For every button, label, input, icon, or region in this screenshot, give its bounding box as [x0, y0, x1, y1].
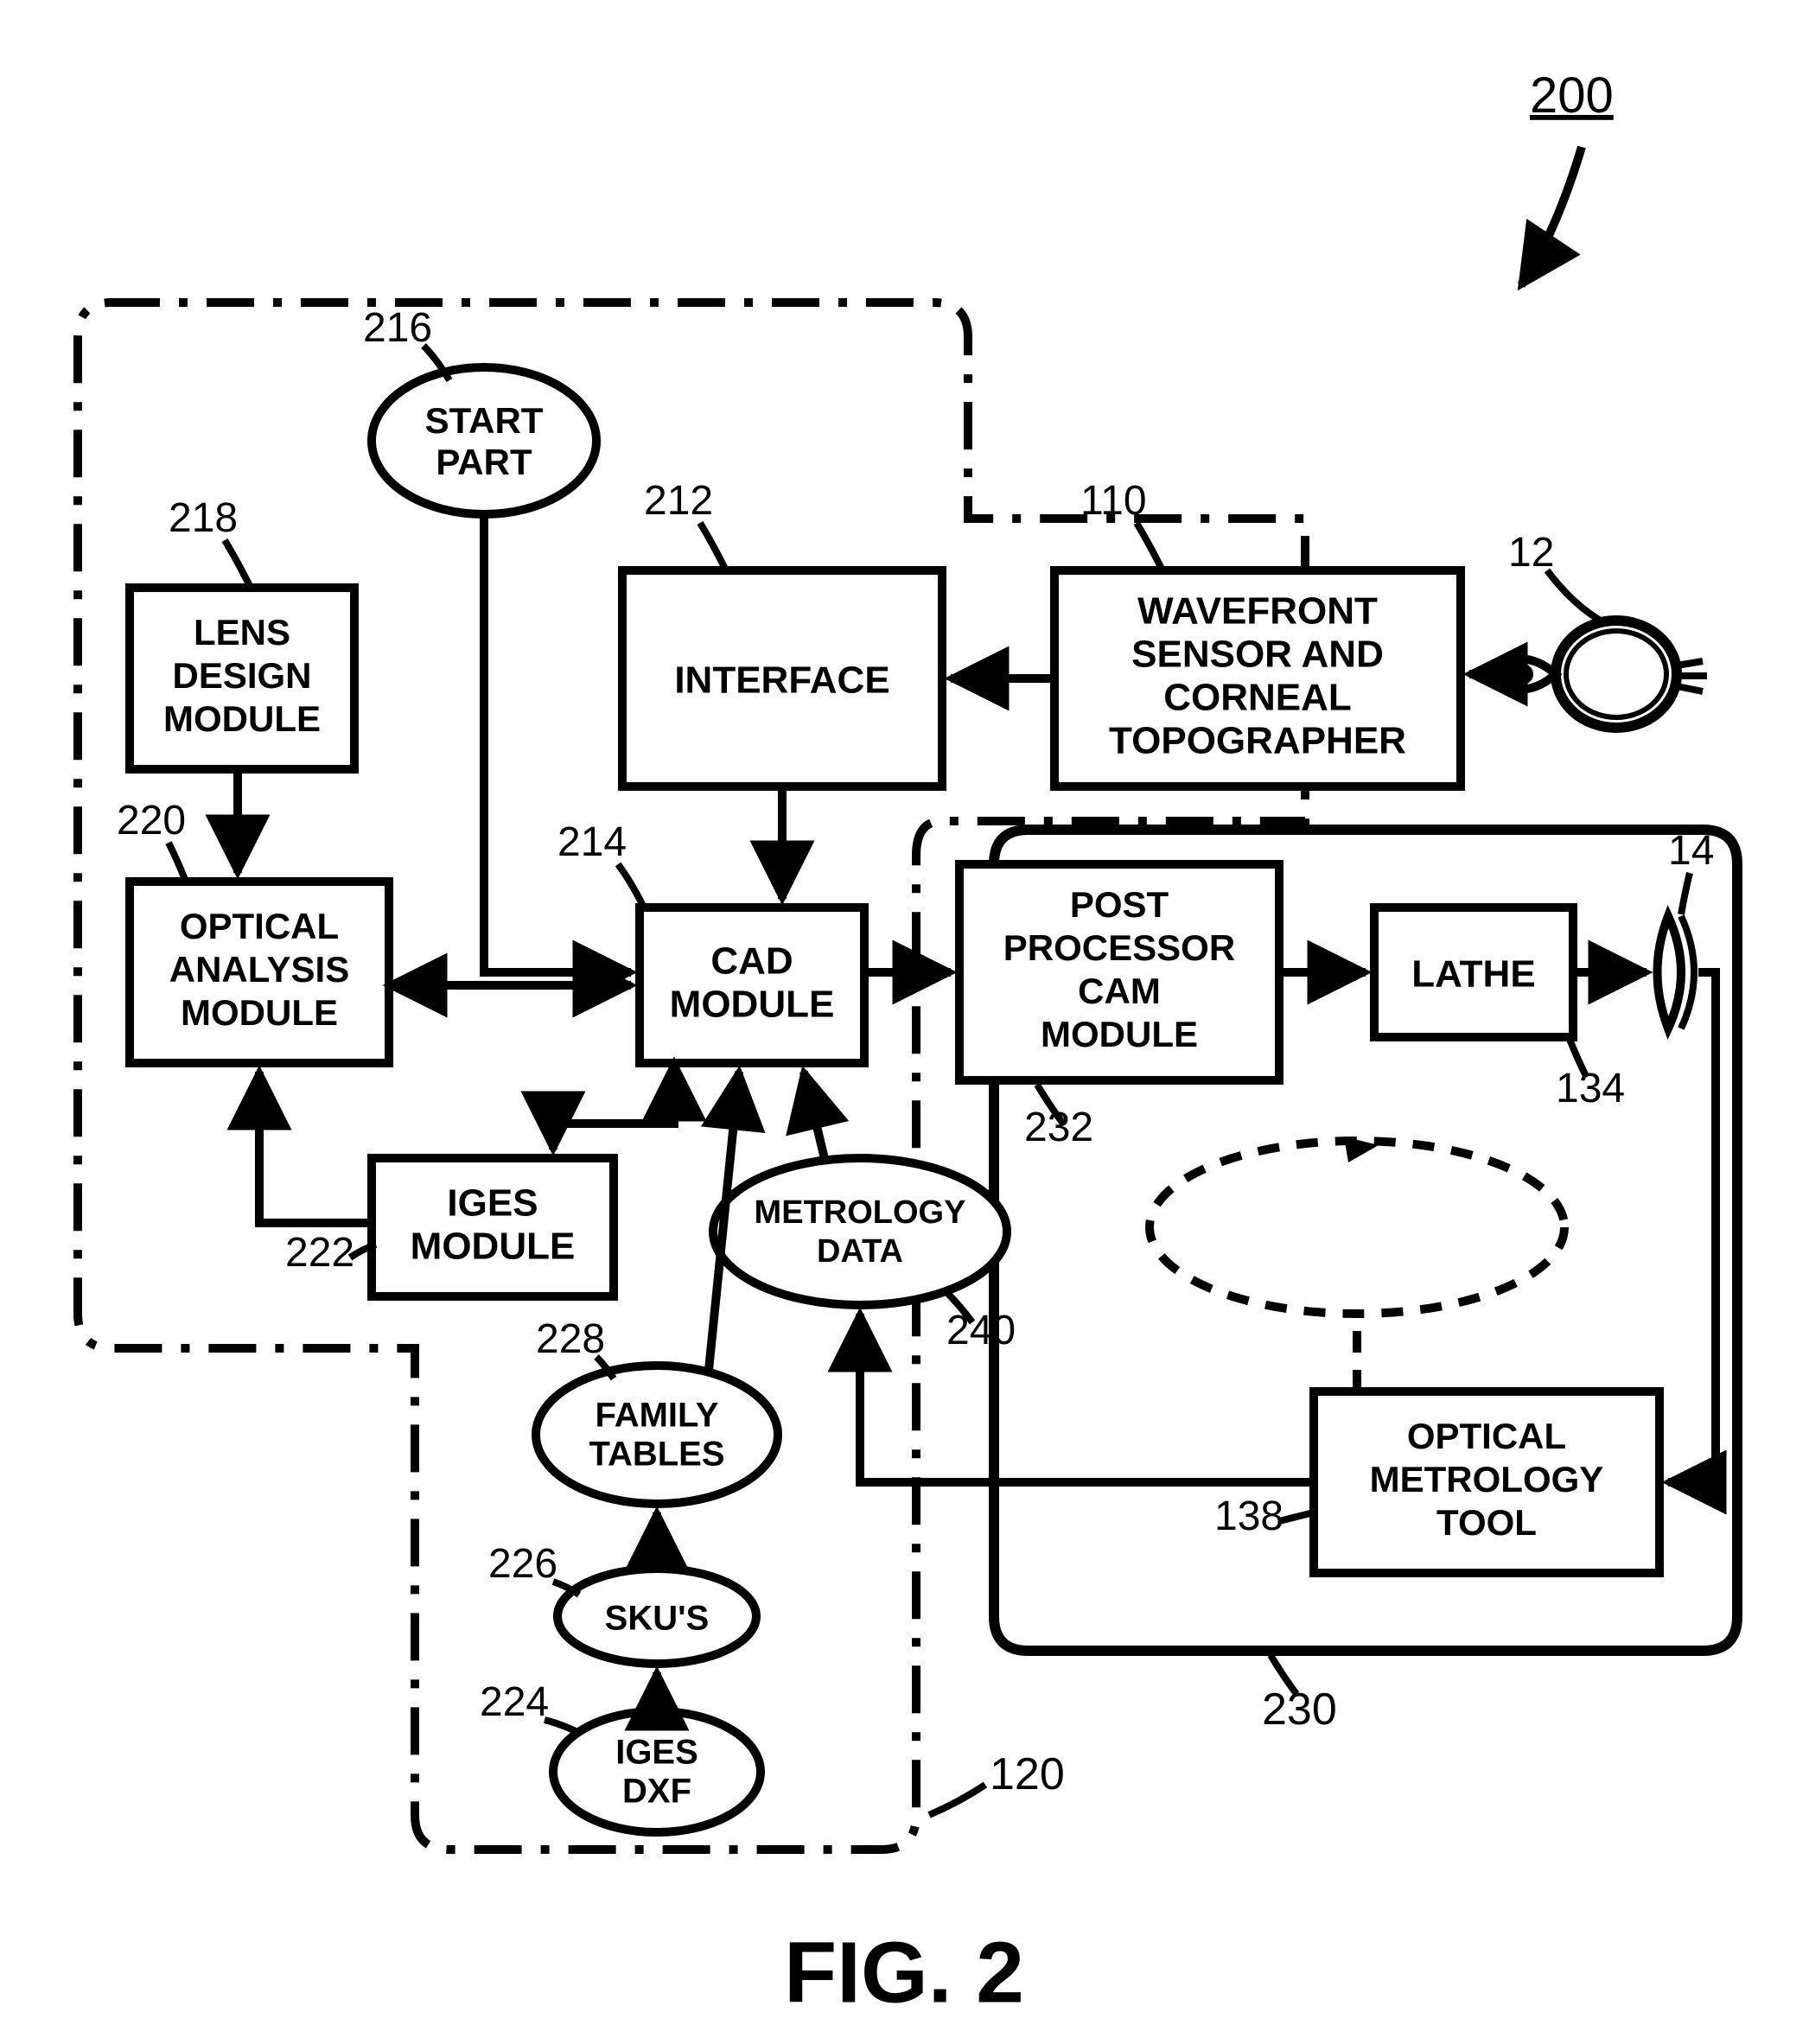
cad-line1: CAD — [710, 940, 793, 983]
dashed-loop — [1150, 1141, 1564, 1314]
ref-134: 134 — [1556, 1066, 1625, 1111]
opt-metrology-line3: TOOL — [1436, 1502, 1537, 1543]
cad-line2: MODULE — [670, 984, 835, 1026]
ref-216: 216 — [363, 305, 432, 351]
arrow-200 — [1521, 147, 1582, 285]
interface-line1: INTERFACE — [674, 659, 889, 702]
figure-title: FIG. 2 — [784, 1924, 1024, 2021]
dashed-loop-arrow — [1344, 1137, 1379, 1162]
edge-lens-optmetrology — [1668, 972, 1716, 1482]
leader-12 — [1547, 570, 1603, 622]
ref-120: 120 — [990, 1749, 1065, 1799]
start-part-line1: START — [425, 400, 544, 441]
ref-228: 228 — [536, 1316, 605, 1362]
ref-218: 218 — [169, 495, 238, 541]
post-proc-line1: POST — [1070, 884, 1169, 925]
ref-220: 220 — [117, 798, 186, 844]
skus-line1: SKU'S — [605, 1600, 710, 1638]
ref-240: 240 — [946, 1308, 1016, 1353]
ref-14: 14 — [1668, 828, 1714, 874]
ref-12: 12 — [1508, 530, 1554, 576]
metrology-data-line1: METROLOGY — [755, 1194, 966, 1231]
ref-222: 222 — [285, 1230, 354, 1276]
lathe-line1: LATHE — [1411, 953, 1535, 996]
leader-220 — [169, 843, 186, 882]
optical-analysis-line2: ANALYSIS — [169, 949, 350, 990]
leader-110 — [1137, 523, 1162, 570]
iges-dxf-line2: DXF — [622, 1773, 691, 1811]
ref-214: 214 — [557, 819, 627, 865]
metrology-data-ellipse — [713, 1158, 1007, 1305]
ref-226: 226 — [488, 1541, 557, 1587]
leader-214 — [618, 864, 644, 907]
wavefront-line1: WAVEFRONT — [1137, 590, 1378, 633]
iges-module-line1: IGES — [447, 1182, 538, 1225]
leader-138 — [1279, 1512, 1314, 1521]
leader-14 — [1681, 873, 1690, 914]
wavefront-line3: CORNEAL — [1163, 677, 1352, 719]
diagram-root: 200 12 WAVEFRONT SENSOR AND CORNEAL TOPO… — [0, 0, 1809, 2044]
leader-120 — [929, 1785, 985, 1815]
family-tables-line2: TABLES — [589, 1436, 724, 1474]
start-part-line2: PART — [436, 442, 532, 482]
lens-design-line1: LENS — [194, 612, 290, 653]
iges-module-line2: MODULE — [411, 1226, 576, 1268]
iges-dxf-line1: IGES — [615, 1734, 698, 1772]
metrology-data-line2: DATA — [817, 1233, 903, 1270]
ref-232: 232 — [1024, 1105, 1093, 1150]
wavefront-line2: SENSOR AND — [1131, 634, 1384, 676]
ref-110: 110 — [1080, 478, 1147, 524]
edge-start-cad — [484, 514, 631, 972]
edge-metdata-cad — [804, 1072, 825, 1162]
leader-218 — [225, 540, 251, 588]
family-tables-line1: FAMILY — [596, 1397, 719, 1435]
figure-ref-200: 200 — [1530, 67, 1614, 124]
lens-product-icon — [1658, 916, 1695, 1028]
post-proc-line2: PROCESSOR — [1003, 927, 1235, 968]
ref-138: 138 — [1214, 1493, 1283, 1539]
post-proc-line3: CAM — [1078, 971, 1161, 1011]
post-proc-line4: MODULE — [1041, 1014, 1198, 1054]
lens-design-line2: DESIGN — [172, 655, 311, 696]
edge-cad-iges — [553, 1063, 674, 1149]
opt-metrology-line2: METROLOGY — [1370, 1459, 1604, 1500]
eye-icon — [1487, 621, 1707, 728]
leader-212 — [700, 523, 726, 570]
opt-metrology-line1: OPTICAL — [1407, 1416, 1566, 1456]
ref-230: 230 — [1262, 1684, 1337, 1735]
edge-optmetrology-metdata — [860, 1314, 1314, 1482]
lens-design-line3: MODULE — [163, 698, 321, 739]
leader-224 — [545, 1720, 579, 1733]
optical-analysis-line3: MODULE — [181, 992, 338, 1033]
optical-analysis-line1: OPTICAL — [180, 906, 339, 946]
ref-224: 224 — [480, 1679, 549, 1725]
edge-iges-optanalysis — [259, 1072, 372, 1223]
ref-212: 212 — [644, 478, 713, 524]
wavefront-line4: TOPOGRAPHER — [1109, 720, 1406, 762]
